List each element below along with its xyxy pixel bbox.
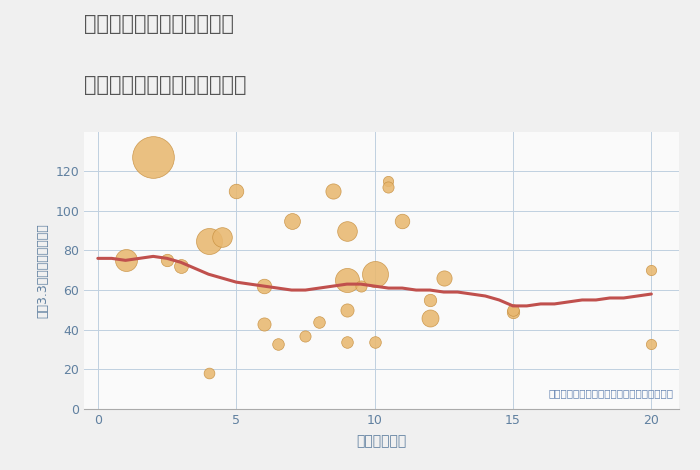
Point [272, 340, 284, 347]
Text: 駅距離別中古マンション価格: 駅距離別中古マンション価格 [84, 75, 246, 95]
Point [286, 217, 297, 225]
Point [120, 257, 131, 264]
Point [383, 183, 394, 191]
Point [203, 369, 214, 377]
Point [342, 338, 353, 345]
Y-axis label: 坪（3.3㎡）単価（万円）: 坪（3.3㎡）単価（万円） [36, 223, 50, 318]
Point [383, 177, 394, 185]
Point [645, 340, 657, 347]
Point [203, 237, 214, 244]
Point [508, 306, 519, 313]
Point [355, 282, 366, 290]
Point [342, 306, 353, 313]
Point [328, 187, 339, 195]
Point [258, 282, 270, 290]
Point [148, 154, 159, 161]
Point [217, 233, 228, 240]
Point [342, 276, 353, 284]
Point [424, 314, 435, 321]
Point [300, 332, 311, 339]
X-axis label: 駅距離（分）: 駅距離（分） [356, 434, 407, 448]
Text: 三重県伊賀市希望ヶ丘東の: 三重県伊賀市希望ヶ丘東の [84, 14, 234, 34]
Point [258, 320, 270, 328]
Point [508, 308, 519, 316]
Point [397, 217, 408, 225]
Point [175, 263, 186, 270]
Text: 円の大きさは、取引のあった物件面積を示す: 円の大きさは、取引のあった物件面積を示す [548, 388, 673, 398]
Point [645, 266, 657, 274]
Point [369, 270, 380, 278]
Point [424, 296, 435, 304]
Point [162, 257, 173, 264]
Point [230, 187, 241, 195]
Point [369, 338, 380, 345]
Point [438, 274, 449, 282]
Point [314, 318, 325, 326]
Point [342, 227, 353, 235]
